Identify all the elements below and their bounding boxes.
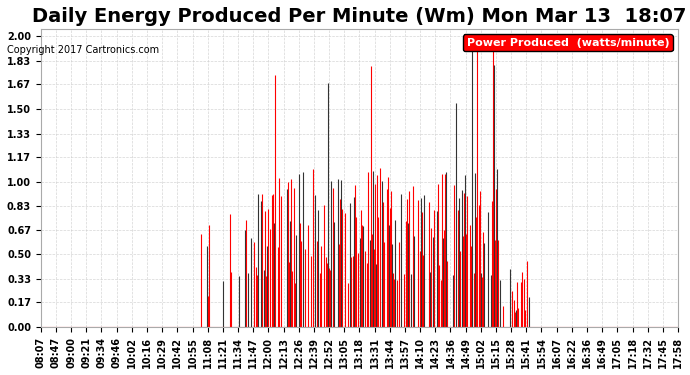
Title: Daily Energy Produced Per Minute (Wm) Mon Mar 13  18:07: Daily Energy Produced Per Minute (Wm) Mo… [32, 7, 687, 26]
Legend: Power Produced  (watts/minute): Power Produced (watts/minute) [463, 34, 673, 51]
Text: Copyright 2017 Cartronics.com: Copyright 2017 Cartronics.com [7, 45, 159, 55]
